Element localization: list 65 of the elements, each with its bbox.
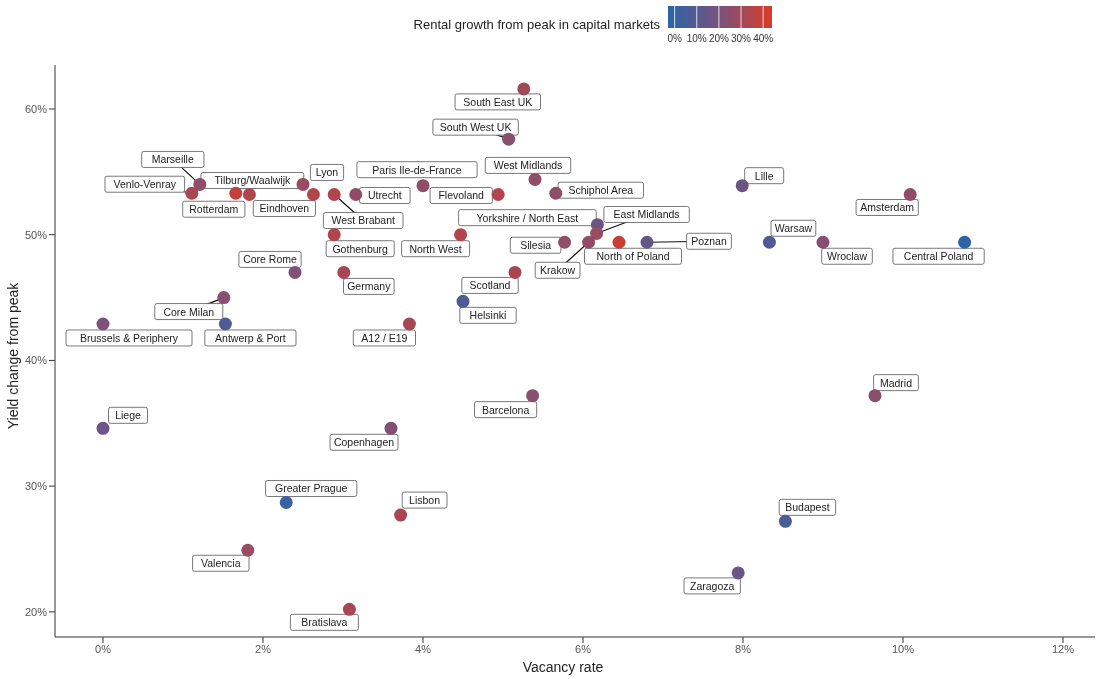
x-tick-label: 8% (735, 642, 752, 655)
annotation: West Brabant (331, 214, 395, 227)
annotation: Greater Prague (275, 482, 348, 495)
annotation: Zaragoza (690, 579, 735, 592)
annotation: Bratislava (301, 616, 348, 629)
annotation: Copenhagen (333, 436, 395, 449)
x-tick-label: 0% (95, 642, 112, 655)
annotation: Budapest (785, 501, 830, 514)
color-bar-label: 10% (686, 33, 707, 44)
annotation: West Midlands (493, 159, 563, 172)
color-bar-label: 30% (731, 33, 752, 44)
annotation: Liege (115, 409, 141, 422)
annotation: Core Milan (163, 305, 215, 318)
annotation: Amsterdam (860, 201, 915, 214)
color-bar-label: 40% (753, 33, 774, 44)
annotation: Helsinki (469, 309, 507, 322)
annotation: Tilburg/Waalwijk (214, 174, 291, 187)
y-axis-title: Yield change from peak (5, 281, 21, 430)
annotation: Krakow (540, 264, 576, 277)
annotation: Warsaw (774, 222, 813, 235)
annotation: Valencia (201, 557, 241, 570)
annotation: Germany (347, 280, 392, 293)
annotation: Antwerp & Port (215, 331, 286, 344)
annotation: A12 / E19 (361, 331, 408, 344)
annotation: Marseille (151, 153, 194, 166)
annotation: Lisbon (409, 494, 441, 507)
y-tick-label: 50% (24, 228, 48, 241)
annotation: Silesia (520, 239, 552, 252)
annotation: Scotland (469, 279, 511, 292)
y-tick-label: 30% (24, 480, 48, 493)
y-tick-label: 60% (24, 102, 48, 115)
annotation: Schiphol Area (568, 184, 634, 197)
annotation: Poznan (691, 235, 727, 248)
color-bar-title: Rental growth from peak in capital markets (413, 17, 661, 32)
annotation: Brussels & Periphery (79, 331, 179, 344)
annotation: Lyon (315, 166, 339, 179)
annotation: Utrecht (367, 189, 402, 202)
x-axis-title: Vacancy rate (522, 659, 604, 675)
annotation: East Midlands (613, 208, 680, 221)
annotation: Paris Ile-de-France (372, 163, 462, 176)
y-tick-label: 20% (24, 605, 48, 618)
annotation: Eindhoven (259, 202, 310, 215)
annotation: Madrid (879, 376, 913, 389)
annotation: Yorkshire / North East (476, 211, 579, 224)
annotation: Gothenburg (332, 242, 389, 255)
color-bar-label: 0% (667, 33, 682, 44)
y-tick-label: 40% (24, 354, 48, 367)
annotation: North West (409, 242, 462, 255)
annotation: South West UK (439, 121, 512, 134)
annotation: Core Rome (243, 253, 297, 266)
annotation: South East UK (463, 95, 533, 108)
annotation: Lille (754, 169, 774, 182)
x-tick-label: 4% (415, 642, 432, 655)
annotation: Flevoland (438, 189, 485, 202)
x-tick-label: 12% (1051, 642, 1075, 655)
x-tick-label: 2% (255, 642, 272, 655)
annotation: Venlo-Venray (113, 178, 177, 191)
annotation: Central Poland (903, 250, 974, 263)
x-tick-label: 6% (575, 642, 592, 655)
annotation: North of Poland (596, 250, 670, 263)
x-tick-label: 10% (891, 642, 915, 655)
annotation: Rotterdam (189, 203, 239, 216)
annotation: Wroclaw (826, 250, 868, 263)
annotation: Barcelona (481, 403, 530, 416)
color-bar-label: 20% (708, 33, 730, 44)
